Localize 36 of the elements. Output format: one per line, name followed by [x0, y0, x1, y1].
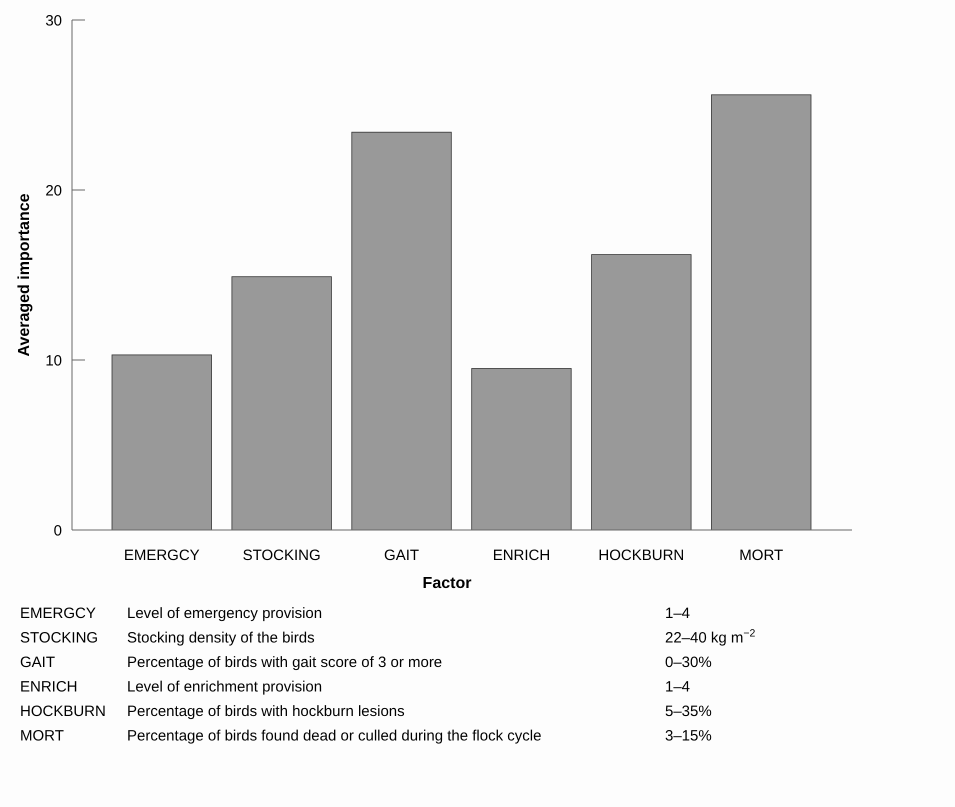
text: GAIT — [20, 654, 56, 671]
text: Level of enrichment provision — [127, 678, 322, 696]
text: EMERGCY — [20, 605, 96, 622]
bar — [112, 354, 212, 530]
y-tick-label: 0 — [54, 522, 62, 540]
y-axis-title: Averaged importance — [16, 193, 33, 357]
bar — [351, 132, 452, 530]
text: STOCKING — [20, 630, 98, 646]
text: Percentage of birds with hockburn lesions — [127, 703, 405, 720]
text: Percentage of birds with gait score of 3 or more — [127, 654, 442, 671]
y-tick-label: 20 — [45, 182, 62, 200]
text: ENRICH — [20, 678, 78, 696]
x-tick-label: STOCKING — [242, 547, 321, 564]
x-tick-label: ENRICH — [492, 547, 550, 564]
bar — [591, 254, 692, 530]
text: 5–35% — [665, 703, 712, 720]
text: Level of emergency provision — [127, 605, 322, 622]
bar — [231, 276, 332, 530]
text: 1–4 — [665, 678, 690, 696]
y-tick-label: 30 — [45, 12, 62, 30]
text: Percentage of birds found dead or culled during the flock cycle — [127, 728, 542, 744]
text: MORT — [20, 728, 64, 744]
x-axis-title: Factor — [422, 575, 472, 592]
x-tick-label: MORT — [739, 547, 784, 564]
bar — [711, 94, 812, 530]
text: 0–30% — [665, 654, 712, 671]
bar — [471, 368, 572, 530]
text: 3–15% — [665, 728, 712, 744]
text: HOCKBURN — [20, 703, 106, 720]
text: Stocking density of the birds — [127, 630, 315, 646]
text: 1–4 — [665, 605, 690, 622]
y-tick-label: 10 — [45, 352, 62, 370]
text: 22–40 kg m$^{−2}$ — [665, 628, 756, 646]
x-tick-label: GAIT — [384, 547, 420, 564]
x-tick-label: HOCKBURN — [598, 547, 684, 564]
x-tick-label: EMERGCY — [124, 547, 200, 564]
